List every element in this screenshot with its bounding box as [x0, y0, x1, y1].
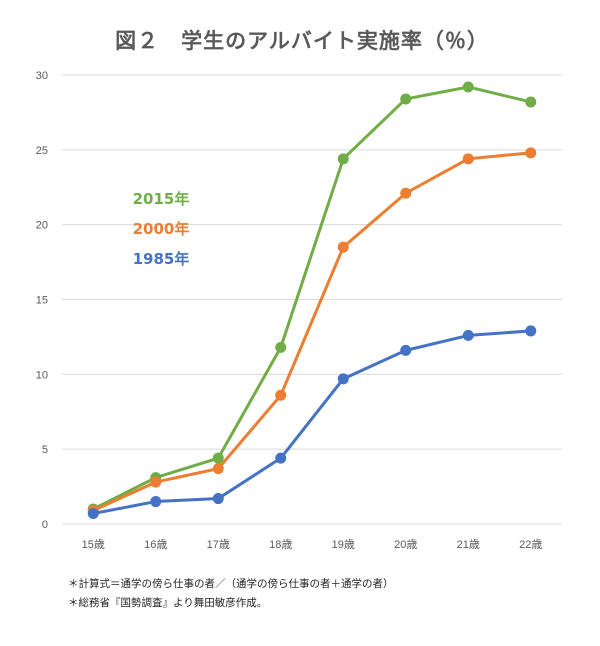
data-point [462, 81, 474, 93]
x-tick-label: 20歳 [394, 538, 417, 551]
legend-label: 2000年 [133, 220, 190, 238]
data-point [337, 153, 349, 165]
series-line [91, 85, 533, 511]
data-point [525, 147, 537, 159]
data-point [462, 153, 474, 165]
data-point [275, 341, 287, 353]
x-tick-label: 21歳 [457, 538, 480, 551]
data-point [212, 452, 224, 464]
series-lines [87, 81, 537, 520]
grid-lines [62, 74, 562, 525]
series-line [91, 151, 533, 513]
data-point [337, 373, 349, 385]
x-tick-label: 19歳 [332, 538, 355, 551]
y-tick-label: 0 [42, 519, 48, 531]
y-tick-label: 10 [36, 369, 48, 381]
footnote-source: ＊総務省『国勢調査』より舞田敏彦作成。 [68, 596, 267, 609]
y-tick-label: 30 [36, 70, 48, 82]
data-point [275, 452, 287, 464]
data-point [150, 476, 162, 488]
y-tick-label: 25 [36, 145, 48, 157]
data-point [400, 187, 412, 199]
y-tick-label: 20 [36, 220, 48, 232]
data-point [525, 325, 537, 337]
data-point [400, 93, 412, 105]
series-2 [87, 325, 537, 520]
data-point [150, 496, 162, 508]
x-tick-label: 15歳 [82, 538, 105, 551]
data-point [525, 96, 537, 108]
legend-label: 2015年 [133, 190, 190, 208]
x-tick-label: 22歳 [519, 538, 542, 551]
x-tick-label: 16歳 [144, 538, 167, 551]
data-point [462, 329, 474, 341]
data-point [87, 508, 99, 520]
data-point [212, 463, 224, 475]
legend-label: 1985年 [133, 250, 190, 268]
data-point [337, 241, 349, 253]
x-axis-ticks: 15歳 16歳 17歳 18歳 19歳 20歳 21歳 22歳 [82, 538, 543, 551]
footnote-formula: ＊計算式＝通学の傍ら仕事の者／（通学の傍ら仕事の者＋通学の者） [68, 577, 394, 590]
chart-title: 図２ 学生のアルバイト実施率（％） [115, 29, 489, 53]
series-1 [87, 147, 537, 517]
x-tick-label: 17歳 [207, 538, 230, 551]
data-point [400, 344, 412, 356]
y-tick-label: 5 [42, 444, 48, 456]
legend: 2015年 2000年 1985年 [133, 190, 190, 268]
y-axis-ticks: 0 5 10 15 20 25 30 [36, 70, 48, 531]
data-point [275, 389, 287, 401]
series-line [91, 329, 533, 516]
data-point [212, 493, 224, 505]
y-tick-label: 15 [36, 295, 48, 307]
x-tick-label: 18歳 [269, 538, 292, 551]
